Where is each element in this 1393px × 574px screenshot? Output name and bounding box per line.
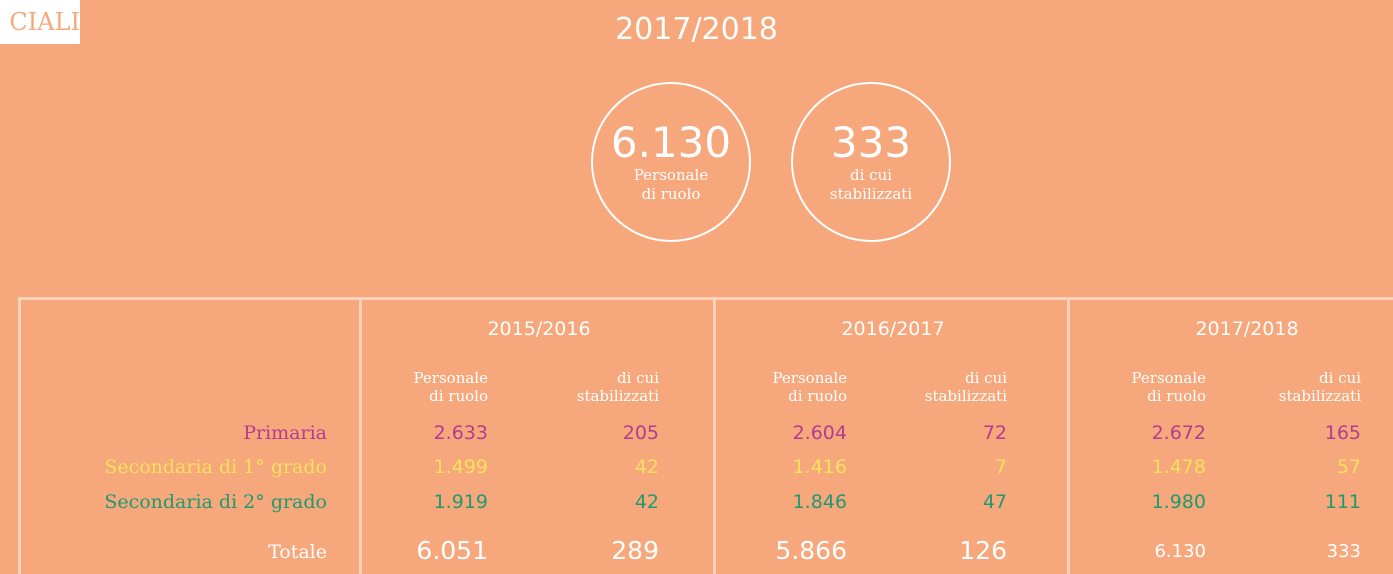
cell-value: 126 [959,536,1007,565]
cell-value: 1.499 [433,456,488,478]
highlight-label: stabilizzati [829,185,913,203]
column-divider [359,297,362,574]
column-header: stabilizzati [1278,387,1361,405]
highlight-circle: 333 di cui stabilizzati [791,82,951,242]
column-divider [1067,297,1070,574]
column-header: stabilizzati [576,387,659,405]
column-header: di ruolo [1147,387,1206,405]
cell-value: 165 [1324,422,1361,444]
column-header: Personale [413,369,488,387]
cell-value: 205 [622,422,659,444]
cell-value: 5.866 [775,536,847,565]
section-tag: CIALI [0,0,80,44]
highlight-label: di cui [849,166,893,184]
cell-value: 1.416 [792,456,847,478]
column-header: di ruolo [429,387,488,405]
year-header: 2017/2018 [1195,318,1299,340]
column-header: stabilizzati [924,387,1007,405]
cell-value: 7 [994,456,1007,478]
cell-value: 1.919 [433,491,488,513]
row-label: Secondaria di 2° grado [104,491,327,513]
cell-value: 1.980 [1151,491,1206,513]
highlight-value: 333 [830,118,912,167]
column-header: Personale [772,369,847,387]
cell-value: 42 [634,456,659,478]
row-label: Totale [268,541,327,563]
year-header: 2015/2016 [487,318,591,340]
column-divider [713,297,716,574]
cell-value: 42 [634,491,659,513]
table-border [18,297,1393,300]
cell-value: 2.672 [1151,422,1206,444]
column-header: di cui [616,369,659,387]
cell-value: 72 [982,422,1007,444]
cell-value: 1.478 [1151,456,1206,478]
cell-value: 289 [611,536,659,565]
cell-value: 57 [1336,456,1361,478]
highlight-label: di ruolo [641,185,701,203]
cell-value: 333 [1326,541,1361,562]
highlight-value: 6.130 [610,118,732,167]
highlight-circle: 6.130 Personale di ruolo [591,82,751,242]
column-header: di cui [964,369,1007,387]
row-label: Primaria [243,422,327,444]
highlight-label: Personale [633,166,709,184]
cell-value: 47 [982,491,1007,513]
column-header: di cui [1318,369,1361,387]
cell-value: 111 [1324,491,1361,513]
column-header: Personale [1131,369,1206,387]
cell-value: 6.051 [416,536,488,565]
cell-value: 2.604 [792,422,847,444]
column-header: di ruolo [788,387,847,405]
cell-value: 6.130 [1154,541,1206,562]
cell-value: 2.633 [433,422,488,444]
cell-value: 1.846 [792,491,847,513]
year-header: 2016/2017 [841,318,945,340]
row-label: Secondaria di 1° grado [104,456,327,478]
table-border [18,297,21,574]
title: 2017/2018 [615,12,778,47]
